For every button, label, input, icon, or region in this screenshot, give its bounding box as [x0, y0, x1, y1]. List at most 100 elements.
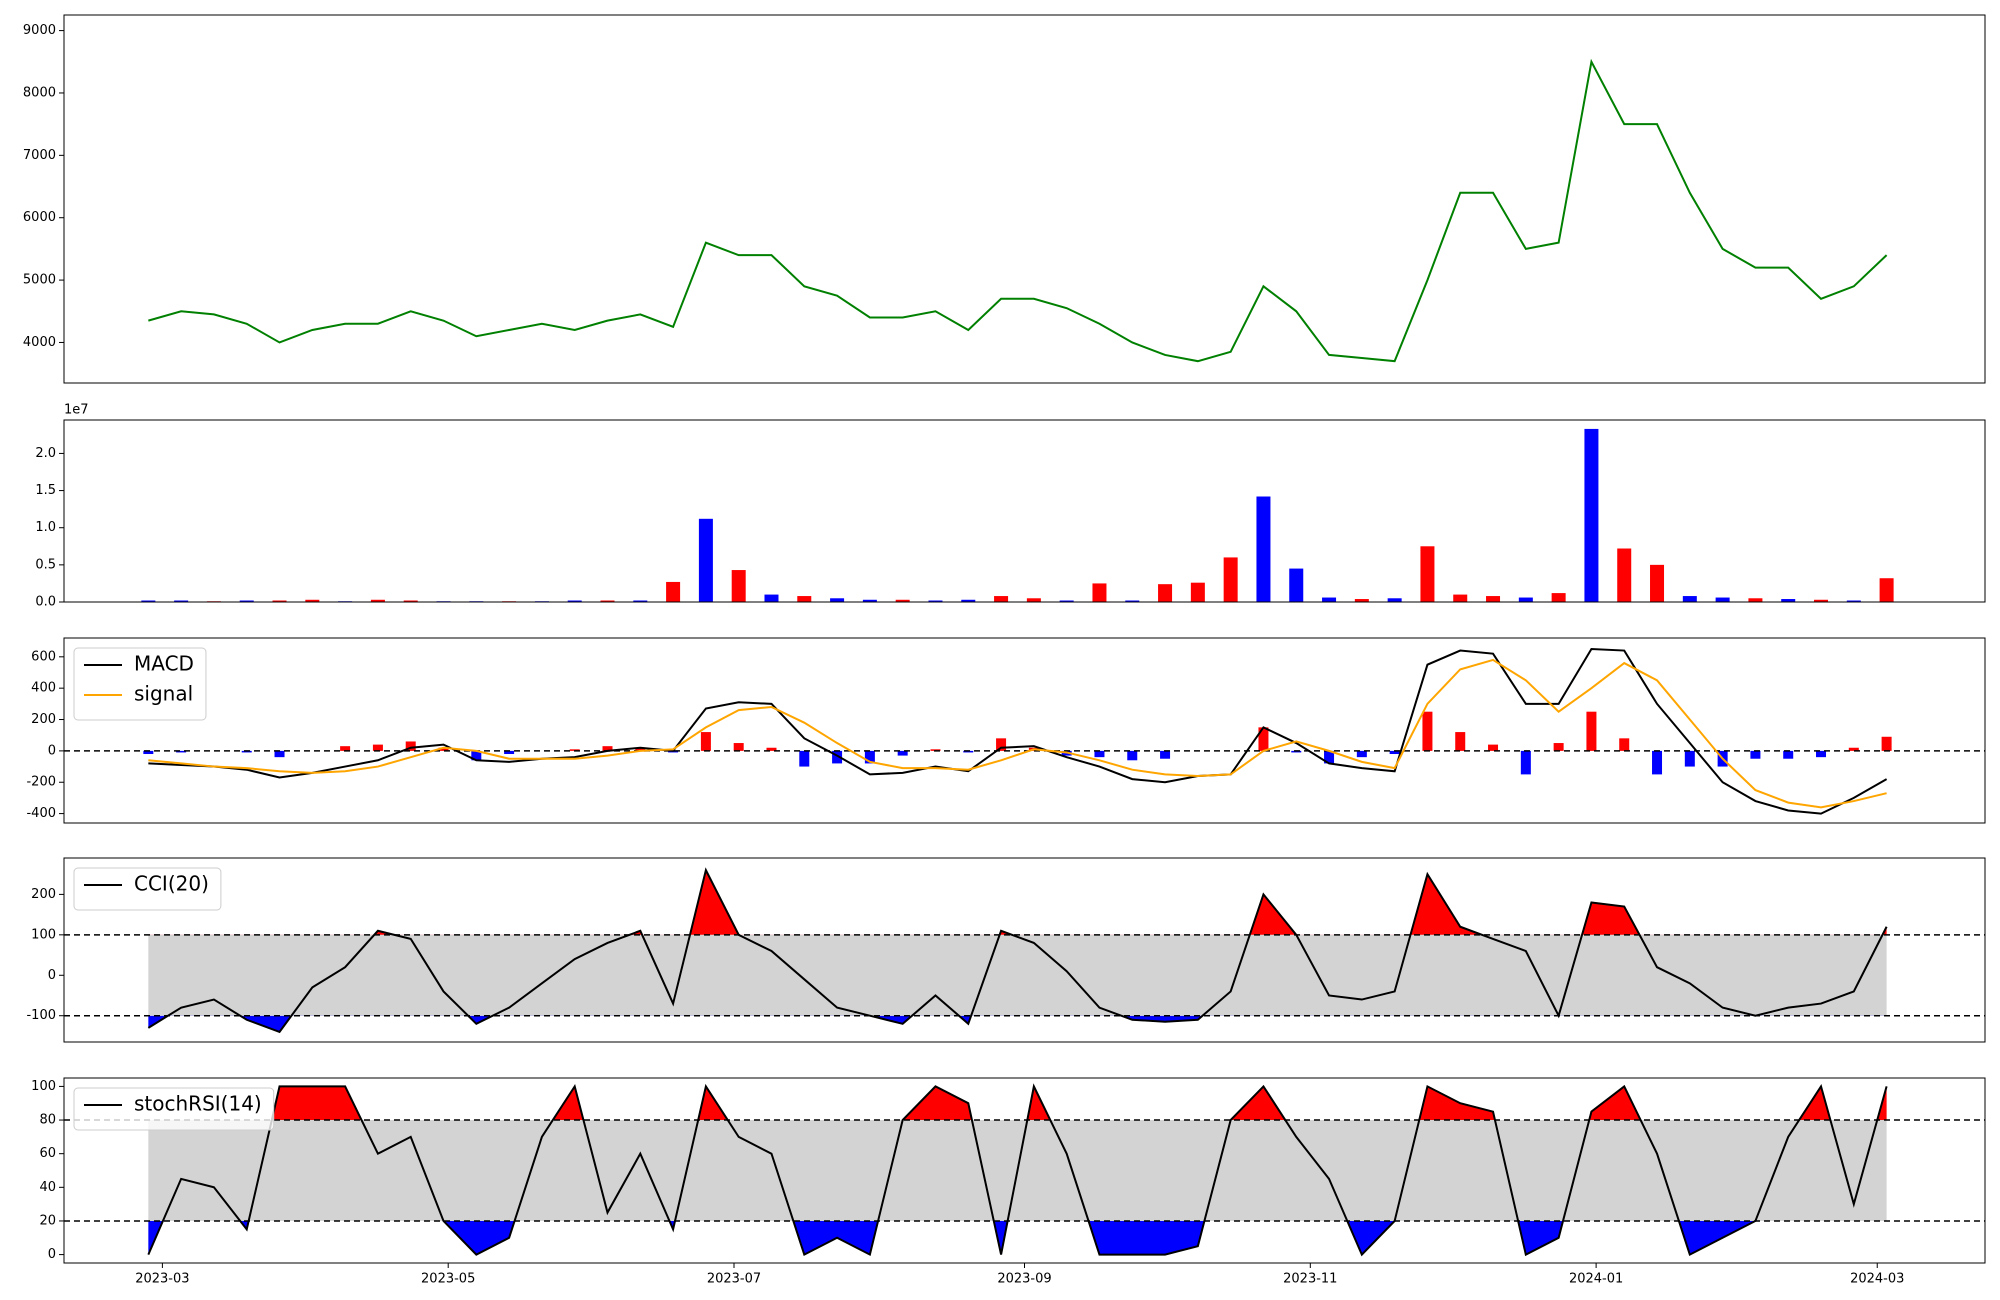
upper-fill — [271, 1086, 1887, 1121]
legend: stochRSI(14) — [73, 1087, 275, 1131]
y-tick-label: 4000 — [23, 335, 56, 350]
y-tick-label: 100 — [31, 927, 56, 942]
histogram-bar — [1586, 711, 1597, 751]
legend-box — [73, 867, 222, 911]
histogram-bar — [602, 746, 613, 751]
bar — [1289, 568, 1304, 602]
bar — [1322, 597, 1337, 602]
plot-frame — [63, 14, 1986, 384]
histogram-bar — [405, 741, 416, 751]
bar — [1486, 596, 1501, 602]
y-tick-label: -100 — [26, 1008, 56, 1023]
bar — [1453, 594, 1468, 602]
histogram-bar — [799, 750, 810, 767]
bar — [1223, 557, 1238, 602]
x-tick-label: 2024-03 — [1850, 1272, 1904, 1287]
bar — [764, 594, 779, 602]
legend-label: stochRSI(14) — [134, 1092, 262, 1116]
legend: CCI(20) — [73, 867, 222, 911]
line — [148, 647, 1888, 815]
bar — [1387, 598, 1402, 602]
y-tick-label: 400 — [31, 681, 56, 696]
y-tick-label: 1.5 — [35, 483, 56, 498]
bar — [666, 581, 681, 602]
histogram-bar — [372, 744, 383, 751]
histogram-bar — [1291, 750, 1302, 753]
bar — [731, 570, 746, 602]
bar — [239, 600, 254, 602]
histogram-bar — [1324, 750, 1335, 764]
histogram-bar — [832, 750, 843, 764]
histogram-bar — [1553, 743, 1564, 751]
x-tick-label: 2023-07 — [707, 1272, 761, 1287]
bar — [1518, 597, 1533, 602]
y-tick-label: 200 — [31, 887, 56, 902]
x-tick-label: 2023-05 — [421, 1272, 475, 1287]
y-tick-label: 200 — [31, 712, 56, 727]
y-tick-label: 0 — [48, 968, 56, 983]
bar — [1584, 428, 1599, 602]
x-tick-label: 2024-01 — [1569, 1272, 1623, 1287]
histogram-bar — [635, 747, 646, 751]
bar — [1125, 600, 1140, 602]
y-tick-label: 1.0 — [35, 520, 56, 535]
bar — [141, 600, 156, 602]
histogram-bar — [1455, 732, 1466, 751]
bar — [403, 600, 418, 602]
y-tick-label: 0.0 — [35, 595, 56, 610]
bar — [1158, 584, 1173, 602]
y-tick-label: 600 — [31, 649, 56, 664]
histogram-bar — [733, 743, 744, 751]
y-tick-label: 5000 — [23, 273, 56, 288]
histogram-bar — [700, 732, 711, 751]
histogram-bar — [1160, 750, 1171, 759]
bar — [961, 599, 976, 602]
histogram-bar — [1520, 750, 1531, 775]
y-tick-label: 0 — [48, 743, 56, 758]
bar — [272, 600, 287, 602]
y-tick-label: 6000 — [23, 210, 56, 225]
y-tick-label: -200 — [26, 775, 56, 790]
bar — [928, 600, 943, 602]
histogram-bar — [1881, 736, 1892, 751]
x-tick-label: 2023-03 — [135, 1272, 189, 1287]
histogram-bar — [1652, 750, 1663, 775]
bar — [567, 600, 582, 602]
histogram-bar — [1684, 750, 1695, 767]
histogram-bar — [766, 747, 777, 751]
histogram-bar — [1619, 738, 1630, 751]
histogram-bar — [274, 750, 285, 758]
histogram-bar — [1094, 750, 1105, 758]
bar — [1650, 564, 1665, 602]
bar — [600, 600, 615, 602]
upper-fill — [148, 870, 1887, 935]
y-tick-label: 60 — [39, 1146, 56, 1161]
legend: MACD signal — [73, 647, 207, 721]
y-tick-label: 2.0 — [35, 446, 56, 461]
histogram-bar — [1783, 750, 1794, 759]
y-tick-label: 0 — [48, 1247, 56, 1262]
x-tick-label: 2023-09 — [997, 1272, 1051, 1287]
bar — [1059, 600, 1074, 602]
histogram-bar — [930, 749, 941, 751]
plot-frame — [63, 857, 1986, 1043]
bar — [1748, 598, 1763, 602]
bar — [305, 599, 320, 602]
histogram-bar — [1258, 727, 1269, 751]
bar — [1256, 496, 1271, 602]
plot-frame — [63, 637, 1986, 824]
bar — [994, 596, 1009, 602]
bar — [1617, 548, 1632, 602]
histogram-bar — [1816, 750, 1827, 758]
bar — [1879, 578, 1894, 602]
x-tick-label: 2023-11 — [1283, 1272, 1337, 1287]
y-tick-label: -400 — [26, 806, 56, 821]
legend-box — [73, 1087, 275, 1131]
histogram-bar — [1750, 750, 1761, 759]
histogram-bar — [1127, 750, 1138, 761]
line — [147, 1083, 1888, 1257]
histogram-bar — [471, 750, 482, 761]
histogram-bar — [176, 750, 187, 753]
y-tick-label: 9000 — [23, 23, 56, 38]
